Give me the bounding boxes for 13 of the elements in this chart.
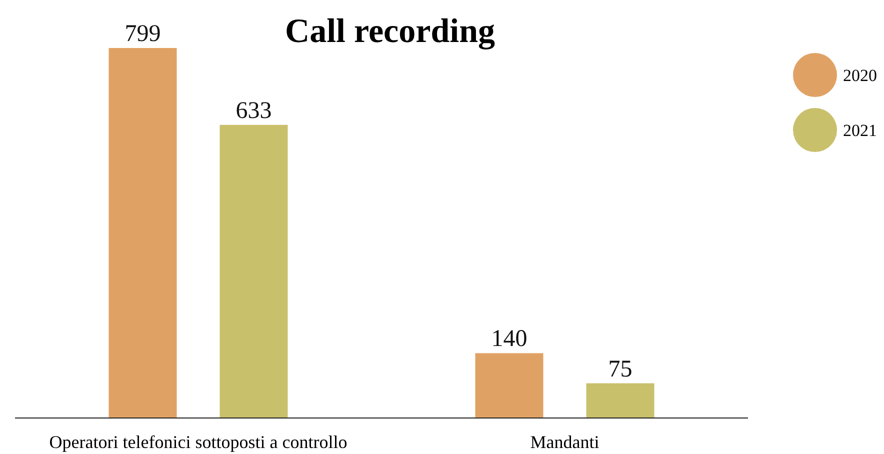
- bar: [475, 353, 544, 418]
- bar: [108, 48, 177, 418]
- data-label: 75: [608, 356, 632, 382]
- text: 2020: [843, 66, 877, 85]
- bar: [220, 124, 288, 418]
- x-tick-label: Mandanti: [530, 432, 600, 452]
- bar: [586, 383, 654, 418]
- data-label: 799: [124, 21, 161, 47]
- text: 2021: [843, 121, 877, 140]
- data-label: 633: [236, 98, 272, 124]
- x-tick-label: Operatori telefonici sottoposti a controllo: [49, 432, 348, 452]
- chart-title: Call recording: [285, 13, 495, 50]
- data-label: 140: [491, 326, 528, 352]
